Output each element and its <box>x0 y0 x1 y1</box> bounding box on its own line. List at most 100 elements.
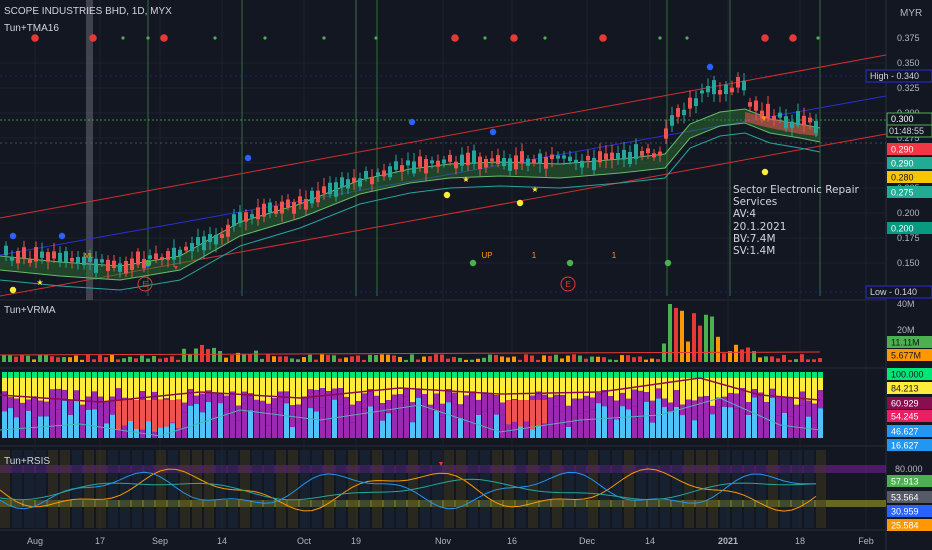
osc-layer <box>572 372 577 378</box>
osc-layer <box>452 392 457 405</box>
osc-layer <box>56 372 61 378</box>
osc-layer <box>188 389 193 406</box>
osc-layer <box>74 372 79 378</box>
rsi-bg-band <box>732 450 742 528</box>
price-tag-bg <box>887 143 932 155</box>
candle-body <box>514 155 518 170</box>
candle-body <box>148 255 152 259</box>
volume-bar <box>446 358 450 362</box>
candle-body <box>508 158 512 171</box>
rsi-bg-band <box>624 450 634 528</box>
candle-body <box>160 257 164 261</box>
osc-red-bar <box>140 400 145 430</box>
rsi-bg-band <box>84 450 94 528</box>
volume-bar <box>380 354 384 362</box>
peak-marker <box>58 232 66 240</box>
osc-layer <box>398 403 403 438</box>
volume-bar <box>554 354 558 362</box>
time-tick: 2021 <box>718 536 738 546</box>
signal-dot <box>31 34 39 42</box>
candle-body <box>70 258 74 262</box>
osc-layer <box>812 403 817 424</box>
candle-body <box>646 148 650 154</box>
indicator-rsis-label[interactable]: Tun+RSIS <box>4 456 51 467</box>
osc-layer <box>128 378 133 400</box>
osc-layer <box>626 398 631 410</box>
rsi-bg-band <box>780 450 790 528</box>
osc-layer <box>80 372 85 378</box>
earnings-marker <box>137 276 153 292</box>
rsi-tag-bg <box>887 491 932 503</box>
osc-layer <box>344 372 349 378</box>
osc-layer <box>212 393 217 415</box>
osc-layer <box>434 410 439 438</box>
osc-layer <box>128 372 133 378</box>
time-tick: Dec <box>579 536 596 546</box>
osc-layer <box>134 372 139 378</box>
osc-layer <box>464 395 469 407</box>
rsi-bg-band <box>336 450 346 528</box>
osc-layer <box>668 411 673 438</box>
volume-bar <box>500 356 504 362</box>
osc-layer <box>464 372 469 378</box>
volume-bar <box>668 304 672 362</box>
rsi-bg-band <box>204 450 214 528</box>
rsi-bg-band <box>456 450 466 528</box>
volume-bar <box>734 344 738 362</box>
time-tick: Aug <box>27 536 43 546</box>
volume-bar <box>224 357 228 362</box>
indicator-tma16-label[interactable]: Tun+TMA16 <box>4 23 59 34</box>
indicator-vrma-label[interactable]: Tun+VRMA <box>4 305 56 316</box>
osc-layer <box>248 393 253 411</box>
signal-dot <box>599 34 607 42</box>
osc-layer <box>356 372 361 378</box>
osc-layer <box>596 403 601 438</box>
volume-bar <box>86 354 90 362</box>
osc-layer <box>152 372 157 378</box>
signal-dot <box>121 36 125 40</box>
volume-bar <box>164 357 168 362</box>
volume-bar <box>746 347 750 362</box>
osc-layer <box>500 378 505 403</box>
price-tag: 0.290 <box>891 145 914 155</box>
volume-bar <box>818 358 822 362</box>
volume-bar <box>812 359 816 362</box>
osc-layer <box>416 397 421 438</box>
osc-layer <box>446 378 451 390</box>
signal-dot <box>483 36 487 40</box>
candle-body <box>616 153 620 159</box>
osc-layer <box>794 378 799 405</box>
volume-bar <box>506 357 510 362</box>
candle-body <box>814 121 818 134</box>
rsi-tag: 57.913 <box>891 477 919 487</box>
osc-layer <box>74 378 79 391</box>
osc-layer <box>710 405 715 415</box>
osc-layer <box>560 372 565 378</box>
volume-bar <box>290 358 294 362</box>
osc-layer <box>632 389 637 407</box>
sector-annotation: Sector Electronic Repair Services AV:4 2… <box>733 184 859 258</box>
volume-bar <box>176 359 180 362</box>
osc-layer <box>776 396 781 416</box>
volume-bar <box>362 359 366 362</box>
osc-layer <box>350 378 355 405</box>
candle-body <box>760 110 764 119</box>
osc-layer <box>356 401 361 414</box>
osc-layer <box>722 372 727 378</box>
osc-line <box>0 377 821 403</box>
osc-layer <box>524 372 529 378</box>
osc-layer <box>92 372 97 378</box>
candle-body <box>100 259 104 263</box>
osc-layer <box>560 378 565 396</box>
signal-dot <box>89 34 97 42</box>
earnings-label: E <box>565 280 570 289</box>
rsi-bg-band <box>324 450 334 528</box>
osc-layer <box>512 378 517 400</box>
osc-layer <box>308 408 313 438</box>
osc-layer <box>548 378 553 398</box>
volume-bar <box>584 358 588 362</box>
candle-body <box>136 251 140 265</box>
candle-body <box>298 196 302 204</box>
osc-layer <box>806 416 811 438</box>
